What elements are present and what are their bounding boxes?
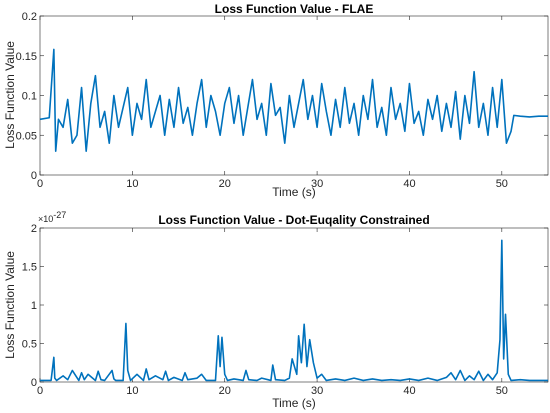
- bottom-plot-x-axis-label: Time (s): [272, 396, 316, 410]
- top-plot-x-tick-label: 40: [403, 178, 415, 190]
- top-plot-frame: [39, 15, 549, 176]
- bottom-plot-x-tick-label: 40: [403, 385, 415, 397]
- top-plot: Loss Function Value - FLAE 0 10 20 30 40 50 0…: [3, 2, 549, 199]
- bottom-plot-y-tick-label: 2: [31, 223, 37, 235]
- bottom-plot-x-tick-label: 0: [37, 385, 43, 397]
- top-plot-y-tick-label: 0.05: [16, 130, 37, 142]
- top-plot-x-tick-label: 10: [126, 178, 138, 190]
- bottom-plot-x-tick-label: 20: [219, 385, 231, 397]
- top-plot-x-tick-label: 50: [496, 178, 508, 190]
- bottom-plot-y-ticks: 0 0.5 1 1.5 2: [22, 223, 548, 389]
- top-plot-x-tick-label: 30: [311, 178, 323, 190]
- bottom-plot-y-tick-label: 1.5: [22, 262, 37, 274]
- bottom-plot-y-multiplier: ×10-27: [38, 210, 66, 224]
- top-plot-y-tick-label: 0: [31, 170, 37, 182]
- top-plot-y-axis-label: Loss Function Value: [3, 41, 17, 149]
- bottom-plot: Loss Function Value - Dot-Euqality Const…: [3, 210, 549, 410]
- bottom-plot-y-tick-label: 1: [31, 300, 37, 312]
- top-plot-series-line: [39, 48, 548, 152]
- top-plot-x-tick-label: 20: [219, 178, 231, 190]
- bottom-plot-y-tick-label: 0: [31, 377, 37, 389]
- bottom-plot-series-line: [40, 239, 548, 382]
- bottom-plot-x-tick-label: 10: [126, 385, 138, 397]
- top-plot-y-tick-label: 0.15: [16, 51, 37, 63]
- bottom-plot-title: Loss Function Value - Dot-Euqality Const…: [158, 213, 429, 227]
- top-plot-y-tick-label: 0.2: [22, 11, 37, 23]
- bottom-plot-y-axis-label: Loss Function Value: [3, 251, 17, 359]
- bottom-plot-y-tick-label: 0.5: [22, 339, 37, 351]
- top-plot-title: Loss Function Value - FLAE: [215, 2, 374, 16]
- bottom-plot-frame: [39, 227, 549, 383]
- top-plot-x-axis-label: Time (s): [272, 185, 316, 199]
- top-plot-x-tick-label: 0: [37, 178, 43, 190]
- top-plot-x-ticks: 0 10 20 30 40 50: [37, 16, 508, 190]
- top-plot-y-ticks: 0 0.05 0.1 0.15 0.2: [16, 11, 548, 182]
- bottom-plot-x-tick-label: 50: [496, 385, 508, 397]
- bottom-plot-x-tick-label: 30: [311, 385, 323, 397]
- top-plot-y-tick-label: 0.1: [22, 91, 37, 103]
